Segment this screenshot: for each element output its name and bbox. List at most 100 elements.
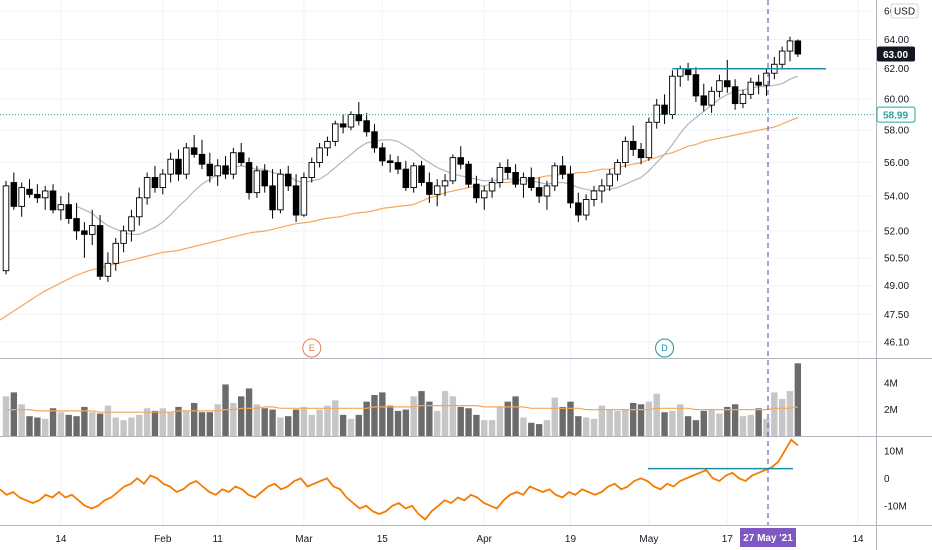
candle-body [214,165,221,177]
event-marker-earnings[interactable]: E [302,338,322,358]
volume-bar [151,410,159,436]
candle-body [543,185,551,197]
volume-bar [426,401,433,436]
x-tick-label: Mar [295,534,313,545]
candle-body [465,163,472,185]
candle-body [167,158,174,175]
candle-body [284,173,292,187]
volume-bar [669,410,676,436]
volume-bar [159,408,166,436]
candle-body [183,147,190,175]
volume-bar [457,406,464,436]
candle-body [676,68,684,77]
candle-body [394,162,402,170]
candle-body [261,170,268,187]
volume-average-line [6,405,798,413]
candle-body [120,230,127,244]
candle-body [716,80,723,92]
x-tick-label: 14 [55,534,67,545]
candle-body [480,190,488,199]
event-marker-dividend[interactable]: D [655,338,675,358]
y-tick-label: 62.00 [884,64,909,75]
volume-bar [763,418,770,436]
candle-body [371,131,378,149]
y-tick-label: 50.50 [884,253,909,264]
candle-body [747,81,755,95]
volume-bar [128,417,135,436]
candle-body [778,50,786,65]
candle-body [112,242,120,264]
candle-body [700,95,708,106]
candle-body [96,225,104,277]
candle-body [433,185,441,195]
volume-bar [661,412,668,436]
candle-body [606,173,613,187]
event-label: D [661,343,668,353]
x-tick-label: 19 [565,534,577,545]
volume-bar [81,406,88,436]
candle-body [128,216,135,232]
volume-bar [222,384,229,436]
volume-bar [488,420,496,436]
currency-badge[interactable]: USD [890,3,919,19]
candle-body [347,113,355,128]
candle-body [473,183,480,199]
volume-bar [112,417,119,436]
last-price-tag: 63.00 [877,46,915,62]
candle-body [731,86,739,105]
candle-body [551,165,559,187]
volume-bar [183,410,190,436]
event-circle [302,338,322,358]
ma-fast-line [76,75,799,235]
candle-body [418,165,425,183]
x-tick-label: 14 [852,534,864,545]
candle-body [590,190,598,200]
candle-body [520,177,527,185]
volume-bar [402,409,410,436]
x-axis[interactable]: 14 Feb 11 Mar 15 Apr 19 May 17 14 [55,534,864,545]
event-markers[interactable]: EDE [302,338,932,358]
y-axis[interactable]: 46.10 47.50 49.00 50.50 52.00 54.00 56.00 58.00… [884,3,919,512]
candle-body [426,182,433,195]
candle-body [355,113,363,122]
candle-body [339,123,347,128]
volume-bar [630,402,637,436]
volume-bar [96,413,104,436]
volume-bar [747,414,754,436]
volume-bar [528,422,535,436]
candle-body [528,177,535,189]
candle-body [18,187,25,207]
candle-body [175,158,182,175]
volume-bar [504,401,511,436]
volume-bar [386,405,394,436]
volume-bar [755,408,762,436]
candle-body [653,104,660,123]
volume-bar [355,414,362,436]
cursor-date-box [740,528,796,547]
volume-bar [512,396,519,436]
candle-body [277,173,284,211]
candle-body [81,230,88,235]
volume-bar [606,409,613,436]
candle-body [41,190,49,199]
price-levels[interactable] [0,67,874,116]
cursor-date-tag: 27 May '21 [740,528,796,547]
candle-body [614,162,621,175]
candle-body [763,72,770,86]
candle-body [441,180,449,187]
volume-bar [371,395,378,436]
volume-bar [136,414,143,436]
volume-bar [692,420,700,436]
volume-bar [739,416,747,436]
volume-bar [73,416,80,436]
volume-bar [277,417,284,436]
x-tick-label: 17 [722,534,734,545]
candle-body [692,74,700,97]
volume-tick-label: 2M [884,405,898,416]
volume-bar [786,391,794,436]
volume-bar [520,417,527,436]
candle-body [637,149,645,159]
